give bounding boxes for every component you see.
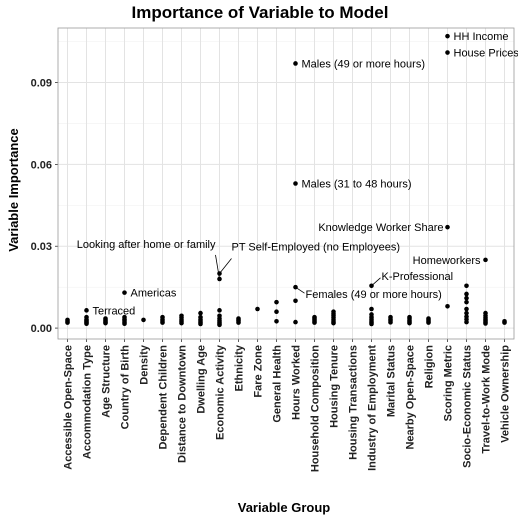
annotation-label: K-Professional [382, 271, 454, 283]
annotation-leader [371, 277, 381, 287]
x-tick-label: Dependent Children [158, 345, 170, 450]
annotation-leader [219, 258, 232, 274]
data-point [84, 321, 89, 327]
data-point [464, 291, 469, 297]
data-point [65, 320, 70, 325]
x-tick-label: Dwelling Age [196, 345, 208, 414]
y-tick-label: 0.03 [31, 241, 52, 253]
data-point [293, 181, 298, 186]
data-point [274, 309, 279, 315]
data-point [217, 276, 222, 282]
panel-border [57, 27, 515, 340]
data-point [293, 319, 298, 325]
annotation-label: HH Income [454, 31, 509, 43]
data-point [217, 308, 222, 313]
annotation-label: Females (49 or more hours) [306, 289, 442, 301]
annotation-label: Americas [131, 288, 177, 300]
y-tick-label: 0.06 [31, 159, 52, 171]
data-point [198, 310, 203, 316]
data-point [445, 303, 450, 309]
x-tick-label: Economic Activity [215, 344, 227, 440]
x-tick-label: Household Composition [310, 345, 322, 472]
chart-title: Importance of Variable to Model [132, 3, 389, 22]
data-point [84, 308, 89, 313]
annotation-label: Homeworkers [413, 255, 481, 267]
data-point [464, 306, 469, 312]
x-tick-label: Fare Zone [253, 345, 265, 398]
annotation-leader [295, 286, 305, 294]
x-tick-label: Country of Birth [120, 345, 132, 430]
x-tick-label: Religion [424, 345, 436, 389]
x-tick-label: Ethnicity [234, 344, 246, 391]
annotation-label: Terraced [93, 305, 136, 317]
annotation-leader [215, 254, 220, 280]
data-point [445, 224, 450, 230]
data-point [464, 283, 469, 289]
x-tick-label: Socio-Economic Status [462, 345, 474, 468]
data-point [255, 306, 260, 312]
x-tick-label: Accommodation Type [82, 345, 94, 459]
data-point [293, 298, 298, 304]
data-point [274, 299, 279, 305]
annotation-label: Knowledge Worker Share [318, 222, 443, 234]
data-point [217, 322, 222, 328]
y-tick-label: 0.09 [31, 78, 52, 90]
plot-area: 0.00 0.03 0.06 0.09 Accessible Open-Space Acc… [31, 27, 518, 472]
data-point [141, 317, 146, 323]
x-tick-label: Nearby Open-Space [405, 345, 417, 450]
annotation-label: House Prices [454, 48, 518, 60]
annotation-label: Looking after home or family [77, 239, 216, 251]
data-point [122, 290, 127, 295]
data-point [464, 299, 469, 305]
data-point [179, 320, 184, 326]
data-point [464, 310, 469, 316]
x-tick-label: Hours Worked [291, 345, 303, 420]
x-tick-label: Housing Tenure [329, 345, 341, 428]
annotation-label: Males (49 or more hours) [302, 58, 426, 70]
y-tick-label: 0.00 [31, 323, 52, 335]
data-point [426, 320, 431, 325]
x-tick-label: Density [139, 344, 151, 385]
data-point [407, 320, 412, 326]
x-tick-label: Age Structure [101, 345, 113, 418]
data-point [445, 50, 450, 55]
data-point [464, 295, 469, 301]
x-axis-title: Variable Group [238, 500, 331, 515]
data-point [388, 320, 393, 325]
data-point [331, 320, 336, 326]
data-point [236, 320, 241, 325]
data-point [464, 319, 469, 325]
data-point [103, 320, 108, 326]
x-tick-label: Industry of Employment [367, 345, 379, 471]
x-tick-label: Scoring Metric [443, 345, 455, 421]
x-tick-label: Vehicle Ownership [500, 345, 512, 443]
y-axis-title: Variable Importance [6, 128, 21, 252]
annotation-label: PT Self-Employed (no Employees) [232, 242, 401, 254]
annotation-label: Males (31 to 48 hours) [302, 179, 412, 191]
data-point [274, 318, 279, 324]
data-point [502, 320, 507, 325]
x-tick-label: General Health [272, 345, 284, 423]
data-point [312, 320, 317, 325]
x-tick-label: Housing Transactions [348, 345, 360, 460]
data-point [160, 320, 165, 325]
x-tick-label: Accessible Open-Space [63, 345, 75, 470]
data-point [198, 321, 203, 327]
data-point [293, 61, 298, 66]
x-tick-label: Marital Status [386, 345, 398, 417]
x-tick-label: Distance to Downtown [177, 345, 189, 463]
data-point [122, 321, 127, 327]
data-point [483, 257, 488, 263]
data-point [369, 321, 374, 327]
x-tick-label: Travel-to-Work Mode [481, 345, 493, 454]
data-point [369, 306, 374, 312]
data-point [483, 321, 488, 326]
data-point [445, 33, 450, 39]
